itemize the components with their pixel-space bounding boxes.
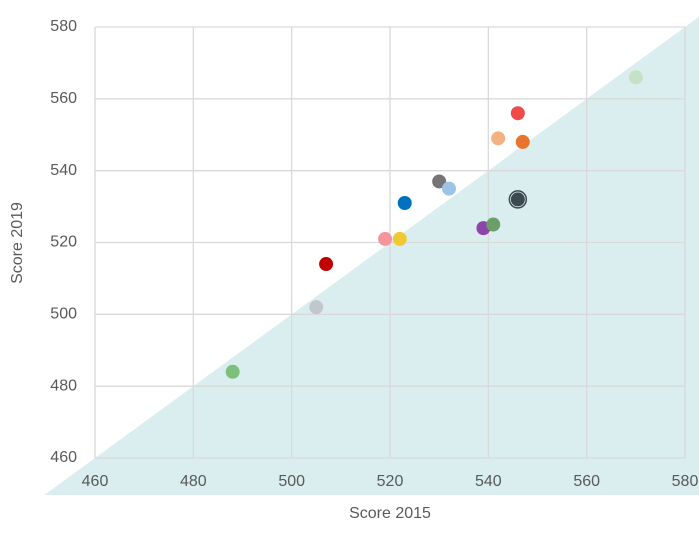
y-tick-label: 580 [50, 18, 77, 35]
point [432, 174, 447, 189]
point [392, 231, 407, 246]
point [510, 106, 525, 121]
y-tick-label: 560 [50, 90, 77, 107]
point [510, 192, 525, 207]
point-ring [508, 190, 528, 209]
y-tick-label: 500 [50, 306, 77, 323]
point [491, 131, 506, 146]
y-axis-label: Score 2019 [9, 202, 26, 284]
x-tick-label: 480 [180, 473, 207, 490]
point [628, 70, 643, 85]
x-tick-label: 580 [672, 473, 699, 490]
point [515, 134, 530, 149]
point [309, 300, 324, 315]
diagonal-region [44, 16, 699, 495]
y-tick-label: 480 [50, 377, 77, 394]
x-tick-label: 500 [278, 473, 305, 490]
x-tick-label: 560 [573, 473, 600, 490]
y-tick-label: 540 [50, 162, 77, 179]
point [442, 181, 456, 196]
x-axis-label: Score 2015 [349, 505, 431, 522]
y-tick-label: 520 [50, 234, 77, 251]
point [486, 217, 501, 232]
x-tick-label: 460 [82, 473, 109, 490]
point [397, 195, 412, 210]
point [225, 364, 240, 379]
point [319, 257, 334, 272]
x-tick-label: 520 [377, 473, 404, 490]
x-tick-label: 540 [475, 473, 502, 490]
point [378, 231, 393, 246]
y-tick-label: 460 [50, 449, 77, 466]
